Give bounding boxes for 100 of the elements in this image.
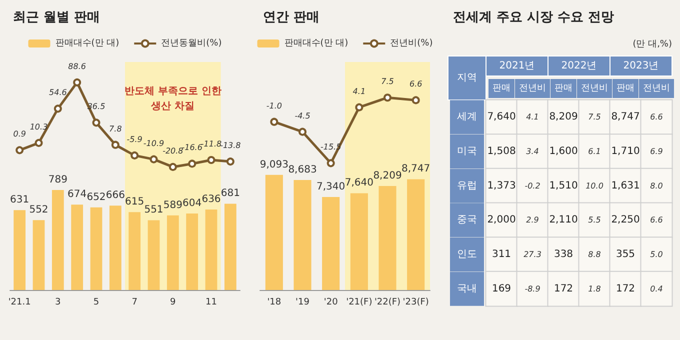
data-label: 631 [10, 194, 30, 206]
data-label: 0.9 [13, 130, 26, 139]
point [168, 162, 177, 171]
point [111, 140, 120, 149]
data-label: 5.5 [588, 216, 601, 225]
data-label: 552 [29, 204, 48, 216]
data-label: 7.8 [109, 124, 122, 134]
x-tick-label: 판매 [492, 84, 510, 94]
data-label: 27.3 [524, 250, 542, 259]
data-label: 2.9 [526, 216, 539, 225]
bar [205, 209, 218, 290]
chart-title: 연간 판매 [263, 10, 320, 25]
point [54, 104, 62, 113]
x-tick-label: '21(F) [346, 298, 372, 308]
data-label: -13.8 [220, 141, 241, 150]
data-label: 0.4 [650, 284, 663, 294]
data-label: -11.8 [200, 140, 222, 148]
data-label: 169 [492, 283, 512, 294]
data-label: 172 [554, 283, 574, 294]
y-tick-label: 세계 [457, 112, 477, 123]
data-label: 789 [48, 174, 68, 186]
data-label: 2,000 [487, 214, 516, 226]
data-label: 54.6 [49, 88, 67, 98]
bar [14, 210, 26, 290]
data-label: -1.0 [266, 101, 282, 110]
data-label: 88.6 [68, 62, 86, 71]
point [270, 118, 278, 126]
point [226, 158, 234, 166]
bar [148, 220, 160, 290]
data-label: 1,373 [487, 180, 516, 192]
point [188, 160, 196, 168]
chart-title: 전세계 주요 시장 수요 전망 [453, 10, 614, 25]
bar [378, 186, 396, 290]
y-tick-label: 중국 [457, 214, 477, 226]
x-tick-label: 9 [170, 298, 176, 308]
data-label: 674 [68, 189, 87, 200]
data-label: 1,510 [549, 180, 578, 192]
data-label: 604 [182, 198, 202, 209]
x-tick-label: 판매 [554, 84, 572, 94]
x-tick-label: 11 [206, 298, 217, 308]
legend-label: 판매대수(만 대) [55, 38, 120, 48]
x-tick-label: '22(F) [374, 298, 401, 308]
data-label: 3.4 [526, 147, 539, 156]
legend-label: 판매대수(만 대) [284, 38, 348, 48]
data-label: -16.6 [182, 143, 202, 152]
data-label: 4.1 [352, 86, 366, 96]
data-label: 7,340 [316, 182, 346, 193]
bar [90, 207, 102, 290]
bar [166, 215, 179, 290]
data-label: 1.8 [588, 284, 601, 294]
data-label: 7.5 [588, 112, 601, 122]
data-label: -0.2 [524, 181, 540, 190]
x-tick-label: '23(F) [402, 298, 429, 308]
bar [109, 206, 122, 290]
text: 2021년 [499, 60, 535, 72]
bar [294, 180, 312, 290]
data-label: -4.5 [294, 111, 310, 120]
y-tick-label: 인도 [457, 249, 477, 260]
bar [350, 193, 368, 290]
legend-label: 전년동월비(%) [161, 38, 222, 48]
y-axis-title: 지역 [457, 72, 477, 84]
bar [128, 212, 141, 290]
x-tick-label: 5 [93, 298, 100, 308]
data-label: 7,640 [487, 112, 516, 123]
data-label: 311 [492, 249, 512, 260]
data-label: 615 [125, 196, 144, 208]
bar [322, 197, 340, 290]
data-label: 8.0 [650, 181, 663, 190]
x-tick-label: 전년비 [581, 84, 608, 94]
text: (만 대,%) [632, 40, 672, 50]
point [16, 146, 24, 154]
data-label: 4.1 [526, 112, 539, 122]
x-tick-label: '19 [296, 298, 310, 308]
y-tick-label: 유럽 [457, 180, 477, 192]
data-label: 8,209 [373, 170, 402, 182]
x-tick-label: 전년비 [643, 84, 670, 94]
data-label: 6.6 [409, 80, 422, 89]
data-label: 6.6 [650, 216, 663, 225]
data-label: 10.0 [586, 181, 604, 190]
data-label: 2,250 [611, 214, 640, 226]
point [130, 151, 139, 160]
bar [186, 213, 198, 290]
chart-title: 최근 월별 판매 [13, 10, 100, 25]
bar [71, 204, 84, 290]
data-label: 7,640 [344, 178, 374, 189]
point [355, 103, 364, 112]
data-label: 9,093 [260, 159, 288, 170]
point [34, 138, 43, 147]
data-label: -20.8 [162, 146, 184, 156]
data-label: 8,209 [549, 112, 578, 123]
point [73, 78, 82, 86]
data-label: 5.0 [650, 250, 663, 259]
x-tick-label: '21.1 [8, 298, 31, 308]
data-label: 666 [106, 190, 125, 202]
data-label: 8,683 [288, 164, 317, 176]
data-label: 8,747 [611, 112, 640, 123]
data-label: 589 [163, 200, 182, 211]
data-label: 8.8 [588, 250, 601, 259]
data-label: 551 [144, 204, 164, 216]
x-tick-label: 7 [132, 298, 138, 308]
